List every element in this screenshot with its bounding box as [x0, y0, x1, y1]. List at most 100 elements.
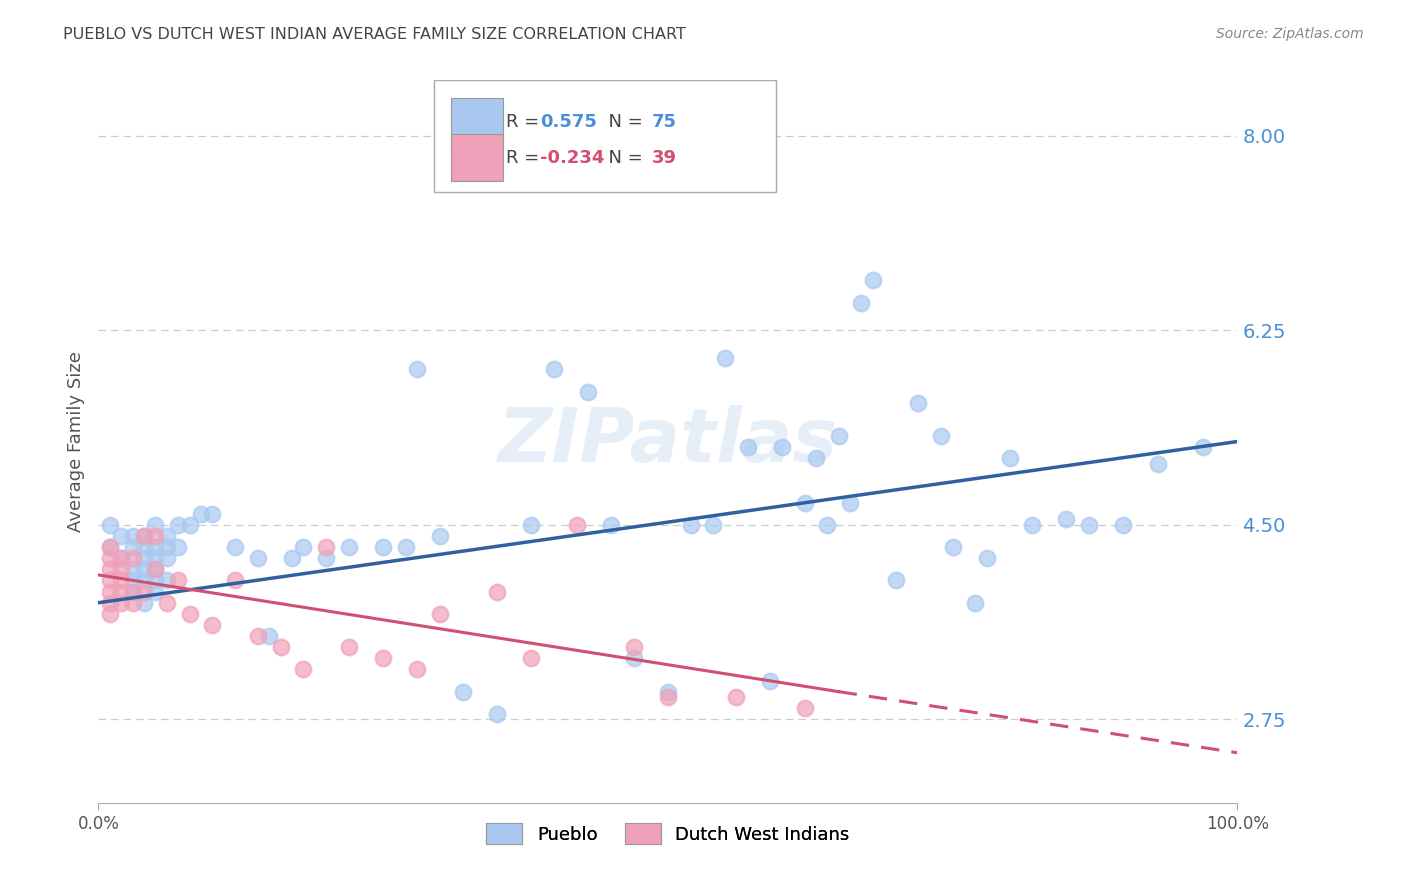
Text: R =: R = [506, 113, 546, 131]
Point [121, 562, 143, 576]
Point [121, 584, 143, 599]
Point [190, 507, 212, 521]
Point [132, 584, 155, 599]
Point [759, 673, 782, 688]
Point [121, 529, 143, 543]
Point [804, 451, 827, 466]
Point [270, 640, 292, 655]
Point [132, 562, 155, 576]
Point [110, 584, 132, 599]
Point [406, 362, 429, 376]
Text: N =: N = [598, 149, 648, 168]
Point [520, 517, 543, 532]
Point [839, 496, 862, 510]
Point [657, 684, 679, 698]
Y-axis label: Average Family Size: Average Family Size [66, 351, 84, 532]
Point [179, 607, 201, 621]
Point [1078, 517, 1101, 532]
Point [156, 529, 179, 543]
Point [167, 574, 190, 588]
Point [281, 551, 304, 566]
Point [259, 629, 281, 643]
Point [576, 384, 599, 399]
Point [679, 517, 702, 532]
Point [292, 662, 315, 676]
Point [132, 529, 155, 543]
Legend: Pueblo, Dutch West Indians: Pueblo, Dutch West Indians [479, 816, 856, 852]
Point [315, 540, 337, 554]
Point [145, 574, 167, 588]
Point [884, 574, 907, 588]
Point [1112, 517, 1135, 532]
Point [714, 351, 737, 366]
Point [145, 562, 167, 576]
Point [132, 596, 155, 610]
Point [98, 584, 121, 599]
Point [543, 362, 565, 376]
Point [337, 540, 360, 554]
Point [828, 429, 851, 443]
Point [862, 273, 884, 287]
Point [565, 517, 588, 532]
Point [929, 429, 952, 443]
FancyBboxPatch shape [434, 80, 776, 193]
Text: 0.575: 0.575 [540, 113, 598, 131]
Point [121, 584, 143, 599]
Point [110, 551, 132, 566]
Point [98, 574, 121, 588]
Point [132, 574, 155, 588]
Point [167, 540, 190, 554]
Point [600, 517, 623, 532]
Point [793, 496, 815, 510]
Point [770, 440, 793, 454]
Point [1021, 517, 1043, 532]
Point [371, 540, 394, 554]
Point [851, 295, 873, 310]
Point [907, 395, 929, 409]
Point [976, 551, 998, 566]
Point [110, 574, 132, 588]
Point [292, 540, 315, 554]
Point [156, 540, 179, 554]
Text: PUEBLO VS DUTCH WEST INDIAN AVERAGE FAMILY SIZE CORRELATION CHART: PUEBLO VS DUTCH WEST INDIAN AVERAGE FAMI… [63, 27, 686, 42]
Point [451, 684, 474, 698]
Point [132, 551, 155, 566]
Point [98, 540, 121, 554]
Point [110, 596, 132, 610]
Point [110, 529, 132, 543]
Point [965, 596, 987, 610]
Point [145, 529, 167, 543]
Point [179, 517, 201, 532]
Point [998, 451, 1021, 466]
Point [145, 540, 167, 554]
Text: Source: ZipAtlas.com: Source: ZipAtlas.com [1216, 27, 1364, 41]
Point [1054, 512, 1078, 526]
Point [132, 540, 155, 554]
Point [224, 540, 246, 554]
Point [371, 651, 394, 665]
Point [815, 517, 838, 532]
Point [145, 517, 167, 532]
Point [145, 562, 167, 576]
Point [486, 706, 509, 721]
Text: 75: 75 [652, 113, 676, 131]
Point [702, 517, 724, 532]
Point [395, 540, 418, 554]
Point [121, 574, 143, 588]
Point [246, 551, 269, 566]
Text: N =: N = [598, 113, 648, 131]
Text: ZIPatlas: ZIPatlas [498, 405, 838, 478]
Point [1146, 457, 1168, 471]
Point [98, 607, 121, 621]
Point [98, 551, 121, 566]
Point [1192, 440, 1215, 454]
Point [737, 440, 759, 454]
Point [110, 551, 132, 566]
Point [337, 640, 360, 655]
Point [623, 651, 645, 665]
Point [793, 701, 815, 715]
Point [98, 540, 121, 554]
Point [657, 690, 679, 705]
Point [201, 618, 224, 632]
Point [224, 574, 246, 588]
